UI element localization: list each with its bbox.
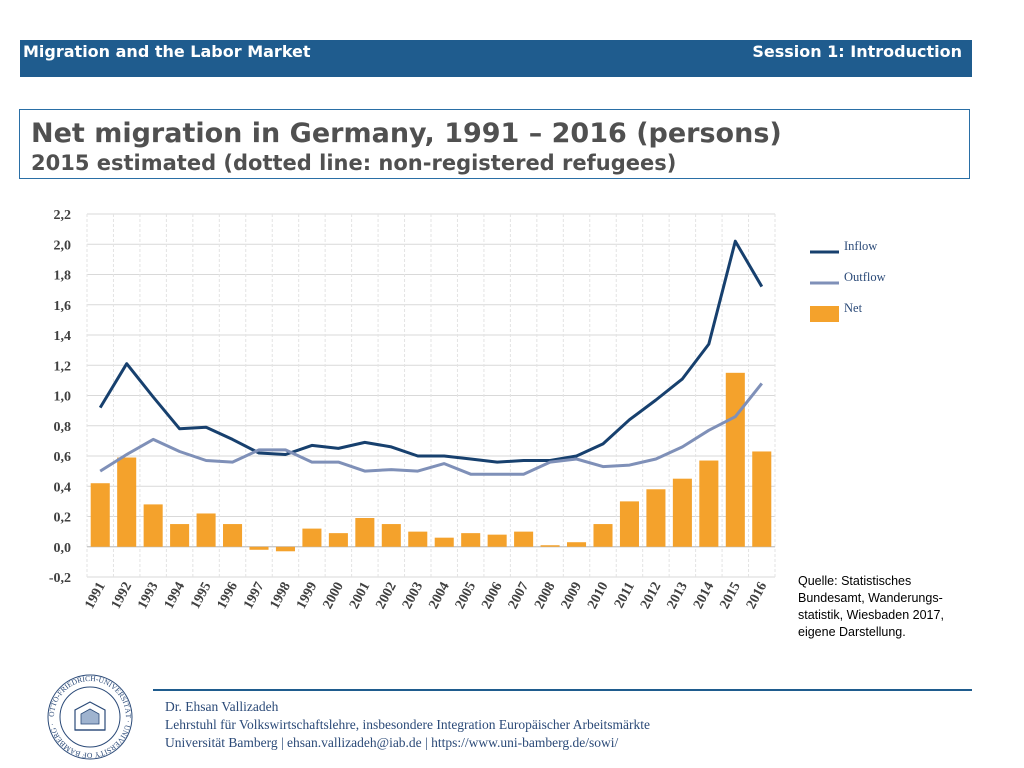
session-title: Session 1: Introduction (752, 42, 962, 61)
footer-divider (153, 689, 972, 691)
x-tick-label: 2015 (717, 580, 743, 612)
net-bar-1992 (117, 457, 137, 547)
x-tick-label: 1998 (268, 580, 294, 612)
header-bar: Migration and the Labor Market Session 1… (20, 40, 972, 77)
x-tick-label: 2003 (400, 580, 426, 612)
x-tick-label: 1996 (215, 580, 241, 612)
y-tick-label: -0,2 (49, 571, 71, 586)
net-bar-1991 (90, 483, 110, 547)
x-tick-label: 2005 (453, 580, 479, 612)
x-tick-label: 2000 (321, 580, 347, 612)
y-tick-label: 1,0 (54, 390, 72, 405)
net-bar-2001 (355, 518, 375, 547)
net-bar-2013 (672, 478, 692, 547)
net-bar-2000 (328, 533, 348, 547)
x-tick-label: 1997 (241, 580, 267, 612)
y-tick-label: 0,2 (54, 511, 72, 526)
net-bar-2005 (461, 533, 481, 547)
y-tick-label: 0,4 (54, 480, 72, 495)
y-tick-label: 1,2 (54, 359, 72, 374)
footer-chair: Lehrstuhl für Volkswirtschaftslehre, ins… (165, 717, 650, 732)
legend-swatch-net (810, 306, 839, 322)
x-tick-label: 2011 (612, 580, 638, 611)
footer-contact: Universität Bamberg | ehsan.vallizadeh@i… (165, 735, 619, 750)
y-tick-label: 1,8 (54, 269, 72, 284)
net-bar-2002 (381, 524, 401, 547)
migration-chart: 2,2 2,0 1,8 1,6 1,4 1,2 1,0 0,8 0,6 0,4 0,2 0,0 -0,2… (49, 208, 886, 612)
y-tick-label: 1,4 (54, 329, 72, 344)
footer: Dr. Ehsan Vallizadeh Lehrstuhl für Volks… (165, 698, 650, 752)
inflow-line (98, 239, 764, 464)
net-bar-1996 (223, 524, 243, 547)
university-seal-logo: OTTO-FRIEDRICH-UNIVERSITÄT · UNIVERSITY … (47, 674, 133, 760)
y-tick-label: 2,2 (54, 208, 72, 223)
net-bar-2015 (725, 372, 745, 547)
net-bar-2009 (567, 542, 587, 547)
slide-title-box: Net migration in Germany, 1991 – 2016 (p… (19, 109, 970, 179)
net-bar-2003 (408, 531, 428, 547)
net-bar-1999 (302, 528, 322, 547)
y-tick-label: 0,0 (54, 541, 72, 556)
legend-label-net: Net (844, 301, 863, 315)
x-tick-label: 2009 (559, 580, 585, 612)
x-tick-label: 2008 (532, 580, 558, 612)
net-bar-2016 (752, 451, 772, 547)
y-tick-label: 1,6 (54, 299, 72, 314)
net-bar-1994 (170, 524, 190, 547)
net-bar-2012 (646, 489, 666, 547)
net-bar-2004 (434, 537, 454, 547)
legend-label-inflow: Inflow (844, 239, 877, 253)
outflow-line (99, 382, 763, 476)
net-bar-2014 (699, 460, 719, 547)
course-title: Migration and the Labor Market (23, 42, 311, 61)
x-tick-label: 1994 (162, 580, 188, 612)
x-tick-label: 2006 (479, 580, 505, 612)
x-tick-label: 2012 (638, 580, 664, 612)
x-tick-label: 2004 (426, 580, 452, 612)
net-bar-1998 (275, 546, 295, 552)
source-note: Quelle: Statistisches Bundesamt, Wanderu… (798, 574, 944, 639)
y-tick-label: 0,8 (54, 420, 72, 435)
net-bar-1997 (249, 546, 269, 550)
x-tick-label: 1995 (188, 580, 214, 612)
x-tick-label: 2016 (744, 580, 770, 612)
x-tick-label: 1991 (82, 580, 108, 612)
net-bar-1993 (143, 504, 163, 547)
slide-subtitle: 2015 estimated (dotted line: non-registe… (31, 151, 677, 175)
x-tick-label: 2001 (347, 580, 373, 612)
net-bar-2008 (540, 545, 560, 547)
x-tick-label: 2014 (691, 580, 717, 612)
x-tick-label: 1999 (294, 580, 320, 612)
net-bar-2007 (514, 531, 534, 547)
x-tick-label: 1992 (109, 580, 135, 612)
net-bar-1995 (196, 513, 216, 547)
x-tick-label: 1993 (135, 580, 161, 612)
net-bar-2006 (487, 534, 507, 547)
y-tick-label: 2,0 (54, 238, 72, 253)
x-tick-label: 2002 (373, 580, 399, 612)
footer-name: Dr. Ehsan Vallizadeh (165, 699, 279, 714)
legend-label-outflow: Outflow (844, 270, 886, 284)
x-tick-label: 2010 (585, 580, 611, 612)
net-bar-2011 (619, 501, 639, 547)
x-tick-label: 2007 (506, 580, 532, 612)
y-tick-label: 0,6 (54, 450, 72, 465)
x-tick-label: 2013 (665, 580, 691, 612)
slide-title: Net migration in Germany, 1991 – 2016 (p… (31, 118, 782, 149)
net-bar-2010 (593, 524, 613, 547)
